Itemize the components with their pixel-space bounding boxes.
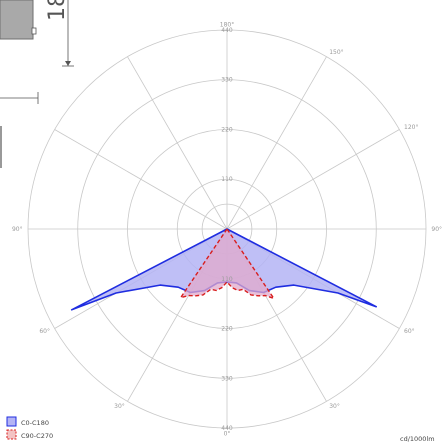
legend-swatch-c90-c270 — [6, 429, 17, 440]
grid-spoke-120 — [226, 129, 400, 230]
legend-label-c90-c270: C90-C270 — [21, 432, 53, 440]
ring-label-lower-330: 330 — [221, 375, 233, 382]
grid-spoke-210 — [127, 56, 228, 230]
luminaire-connector — [31, 27, 37, 35]
angle-label-60: 60° — [404, 328, 415, 335]
dimension-value: 18 — [45, 0, 70, 21]
ring-label-lower-110: 110 — [221, 276, 233, 283]
radial-tick-labels: 110 110 220 220 330 330 440 440 — [221, 27, 233, 432]
angle-label-m90: 90° — [12, 226, 23, 233]
angle-label-m60: 60° — [39, 328, 50, 335]
angle-label-120: 120° — [404, 124, 418, 131]
legend-label-c0-c180: C0-C180 — [21, 419, 49, 427]
angle-label-0: 0° — [224, 430, 231, 437]
legend-swatch-c0-c180 — [6, 416, 17, 427]
ring-label-upper-110: 110 — [221, 176, 233, 183]
grid-spoke-150 — [226, 56, 327, 230]
luminaire-body — [0, 0, 34, 40]
ring-label-upper-220: 220 — [221, 126, 233, 133]
angle-label-90: 90° — [431, 226, 442, 233]
ring-label-lower-440: 440 — [221, 425, 233, 432]
angle-label-150: 150° — [329, 49, 343, 56]
series-layer — [70, 228, 377, 311]
angle-label-30: 30° — [329, 403, 340, 410]
dimension-arrow-bottom — [65, 61, 71, 66]
series-c90-c270 — [180, 228, 275, 300]
ring-label-lower-220: 220 — [221, 326, 233, 333]
grid-spoke-240 — [54, 129, 228, 230]
ring-label-upper-440: 440 — [221, 27, 233, 34]
legend: C0-C180 C90-C270 — [6, 416, 53, 440]
luminaire-dimension-drawing: 18 — [0, 0, 74, 168]
unit-label: cd/1000lm — [400, 435, 435, 443]
angle-label-180: 180° — [220, 22, 234, 29]
angle-labels: 180° 150° 120° 90° 90° 60° 60° 30° 30° 0° — [12, 22, 442, 438]
angle-label-m30: 30° — [114, 403, 125, 410]
ring-label-upper-330: 330 — [221, 77, 233, 84]
